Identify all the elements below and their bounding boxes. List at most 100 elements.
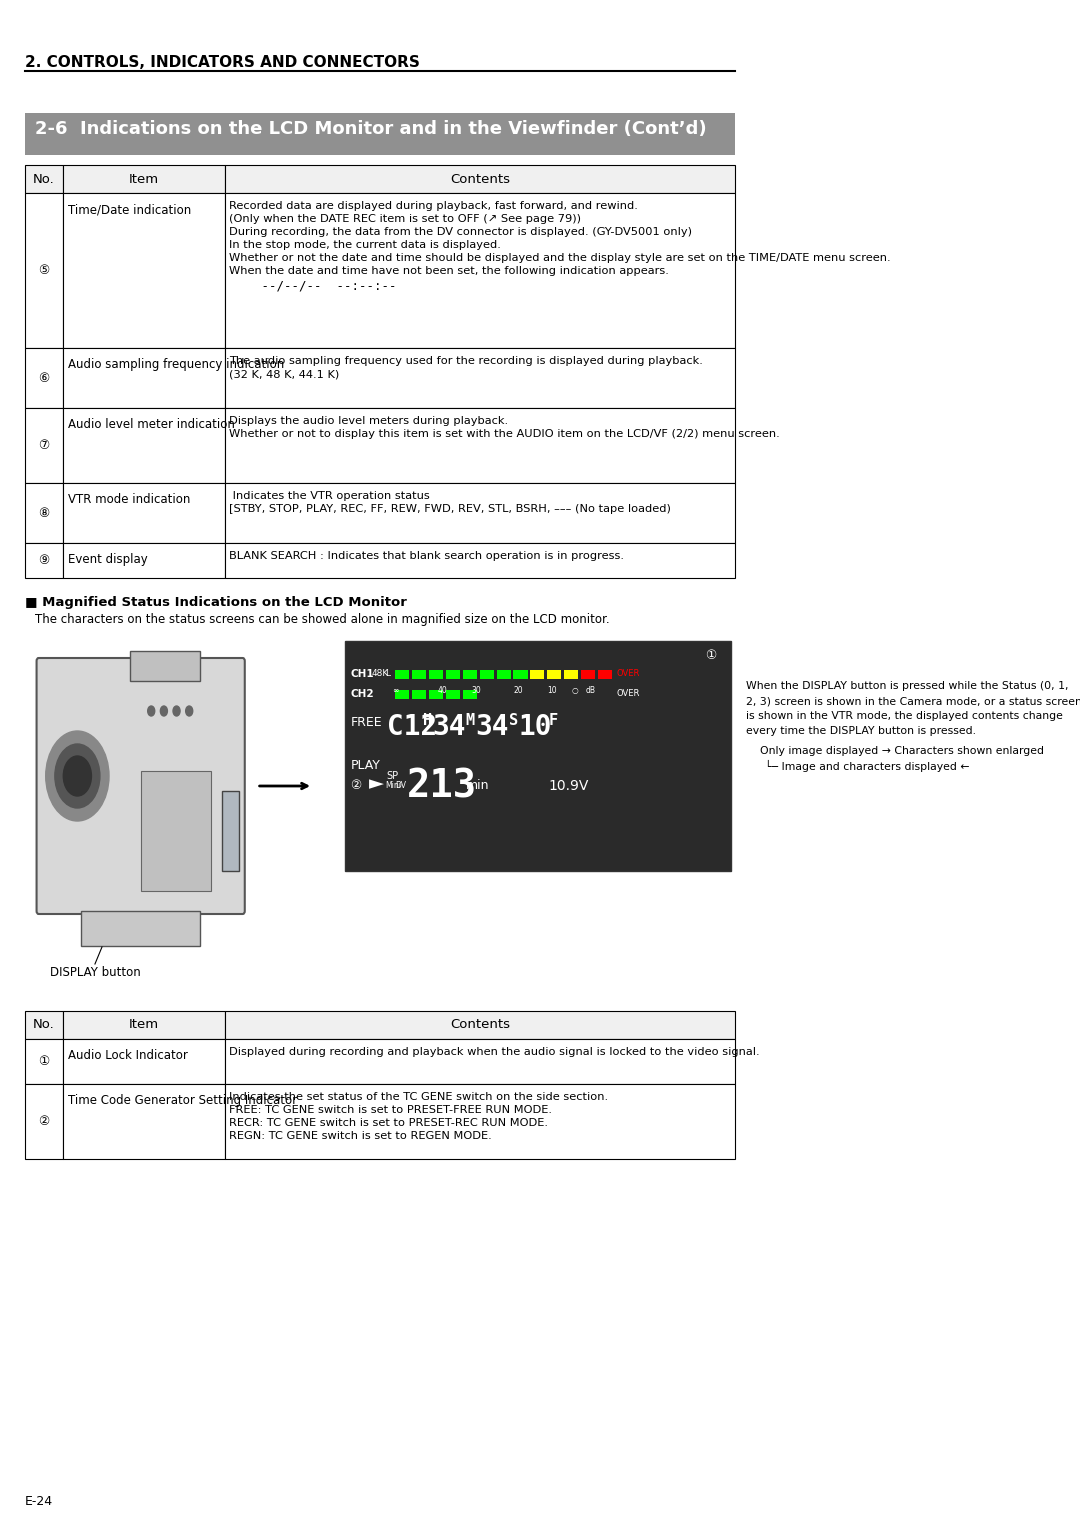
Text: No.: No. — [33, 173, 55, 185]
Bar — [130, 651, 201, 681]
Text: M: M — [465, 714, 475, 727]
Circle shape — [160, 706, 167, 717]
Text: is shown in the VTR mode, the displayed contents change: is shown in the VTR mode, the displayed … — [745, 711, 1063, 721]
Text: Audio sampling frequency indication: Audio sampling frequency indication — [68, 358, 284, 371]
Bar — [25, 113, 735, 154]
Bar — [64, 165, 225, 193]
Text: ⑤: ⑤ — [38, 264, 50, 277]
Text: Time/Date indication: Time/Date indication — [68, 203, 191, 215]
Bar — [429, 669, 443, 678]
Bar — [564, 669, 578, 678]
Text: ②: ② — [350, 779, 362, 792]
Bar — [530, 669, 544, 678]
Bar — [225, 542, 735, 578]
Bar — [463, 669, 477, 678]
Text: └─ Image and characters displayed ←: └─ Image and characters displayed ← — [766, 759, 970, 772]
Text: 2, 3) screen is shown in the Camera mode, or a status screen: 2, 3) screen is shown in the Camera mode… — [745, 695, 1080, 706]
Text: Indicates the set status of the TC GENE switch on the side section.: Indicates the set status of the TC GENE … — [229, 1093, 608, 1102]
Bar — [64, 193, 225, 348]
Bar — [225, 193, 735, 348]
Bar — [225, 165, 735, 193]
Bar — [225, 1039, 735, 1083]
Bar — [413, 669, 427, 678]
Text: (32 K, 48 K, 44.1 K): (32 K, 48 K, 44.1 K) — [229, 368, 339, 379]
Text: ⑧: ⑧ — [38, 506, 50, 520]
Text: Whether or not the date and time should be displayed and the display style are s: Whether or not the date and time should … — [229, 254, 891, 263]
Text: SP: SP — [387, 772, 399, 781]
Bar — [598, 669, 612, 678]
Text: Mini: Mini — [386, 781, 402, 790]
Text: --/--/--  --:--:--: --/--/-- --:--:-- — [239, 280, 396, 292]
Circle shape — [186, 706, 192, 717]
Text: Displays the audio level meters during playback.: Displays the audio level meters during p… — [229, 416, 509, 426]
Text: When the date and time have not been set, the following indication appears.: When the date and time have not been set… — [229, 266, 670, 277]
Bar — [480, 669, 494, 678]
Text: 30: 30 — [471, 686, 481, 695]
Bar — [395, 691, 409, 698]
Bar — [25, 1039, 64, 1083]
Text: C12: C12 — [387, 714, 437, 741]
Circle shape — [148, 706, 154, 717]
Text: every time the DISPLAY button is pressed.: every time the DISPLAY button is pressed… — [745, 726, 975, 736]
Text: ○: ○ — [571, 686, 578, 695]
Bar — [225, 1083, 735, 1160]
Bar — [429, 691, 443, 698]
Bar — [225, 348, 735, 408]
Bar — [497, 669, 511, 678]
Bar — [513, 669, 527, 678]
Text: ⑦: ⑦ — [38, 439, 50, 452]
Bar — [548, 669, 562, 678]
Text: When the DISPLAY button is pressed while the Status (0, 1,: When the DISPLAY button is pressed while… — [745, 681, 1068, 691]
Text: FREE: TC GENE switch is set to PRESET-FREE RUN MODE.: FREE: TC GENE switch is set to PRESET-FR… — [229, 1105, 552, 1115]
Bar — [225, 408, 735, 483]
Text: VTR mode indication: VTR mode indication — [68, 494, 190, 506]
Text: During recording, the data from the DV connector is displayed. (GY-DV5001 only): During recording, the data from the DV c… — [229, 228, 692, 237]
Text: No.: No. — [33, 1019, 55, 1031]
Text: ①: ① — [38, 1054, 50, 1068]
Text: H: H — [422, 714, 432, 727]
Bar — [413, 691, 427, 698]
Text: DISPLAY button: DISPLAY button — [50, 966, 140, 979]
Bar — [64, 1083, 225, 1160]
Bar — [81, 911, 201, 946]
Text: FREE: FREE — [350, 717, 382, 729]
Text: DV: DV — [395, 781, 406, 790]
Text: Recorded data are displayed during playback, fast forward, and rewind.: Recorded data are displayed during playb… — [229, 202, 638, 211]
Bar — [25, 483, 64, 542]
Text: BLANK SEARCH : Indicates that blank search operation is in progress.: BLANK SEARCH : Indicates that blank sear… — [229, 552, 624, 561]
Bar — [446, 669, 460, 678]
Text: 34: 34 — [475, 714, 509, 741]
Text: Audio level meter indication: Audio level meter indication — [68, 419, 234, 431]
Circle shape — [55, 744, 99, 808]
Text: L: L — [386, 669, 391, 678]
Text: Audio Lock Indicator: Audio Lock Indicator — [68, 1050, 188, 1062]
Text: 10: 10 — [548, 686, 557, 695]
Text: 48K: 48K — [372, 669, 389, 678]
Text: CH1: CH1 — [350, 669, 374, 678]
Text: The audio sampling frequency used for the recording is displayed during playback: The audio sampling frequency used for th… — [229, 356, 703, 367]
Text: Event display: Event display — [68, 553, 147, 565]
Text: dB: dB — [585, 686, 595, 695]
Text: Indicates the VTR operation status: Indicates the VTR operation status — [229, 490, 430, 501]
Text: PLAY: PLAY — [350, 759, 380, 772]
Bar — [64, 483, 225, 542]
Bar — [345, 642, 731, 871]
Bar — [221, 792, 239, 871]
Bar — [140, 772, 211, 891]
Text: Whether or not to display this item is set with the AUDIO item on the LCD/VF (2/: Whether or not to display this item is s… — [229, 429, 780, 439]
Text: ①: ① — [705, 649, 716, 662]
Text: F: F — [549, 714, 557, 727]
Text: Contents: Contents — [450, 173, 510, 185]
Text: ►: ► — [369, 775, 384, 793]
Text: RECR: TC GENE switch is set to PRESET-REC RUN MODE.: RECR: TC GENE switch is set to PRESET-RE… — [229, 1118, 549, 1128]
Bar — [25, 165, 64, 193]
Bar — [64, 408, 225, 483]
Bar — [463, 691, 477, 698]
Text: Only image displayed → Characters shown enlarged: Only image displayed → Characters shown … — [759, 746, 1043, 756]
Text: ⑥: ⑥ — [38, 371, 50, 385]
Text: 2. CONTROLS, INDICATORS AND CONNECTORS: 2. CONTROLS, INDICATORS AND CONNECTORS — [25, 55, 419, 70]
FancyBboxPatch shape — [37, 659, 245, 914]
Circle shape — [173, 706, 180, 717]
Bar — [581, 669, 595, 678]
Bar — [25, 1083, 64, 1160]
